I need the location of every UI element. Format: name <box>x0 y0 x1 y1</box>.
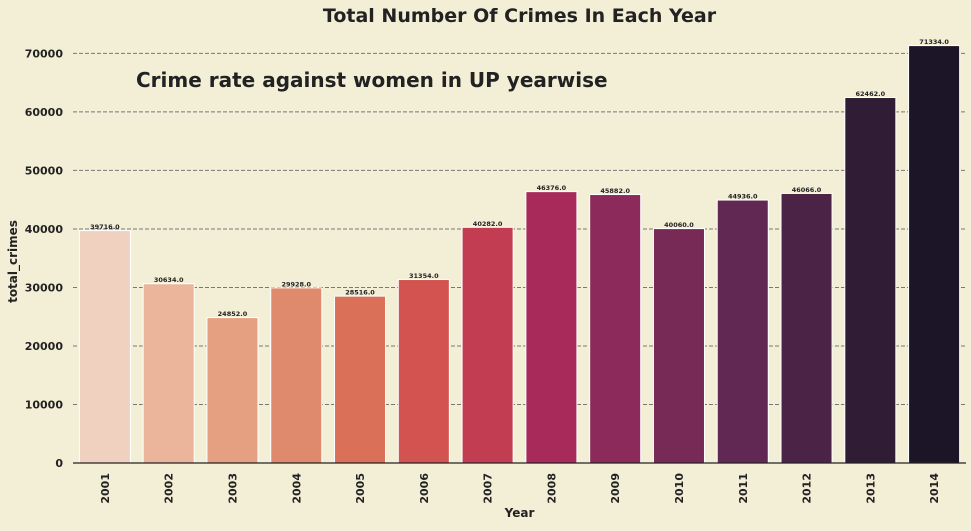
bar-2001 <box>78 230 131 464</box>
x-tick-label-2010: 2010 <box>673 473 686 504</box>
data-label-2005: 28516.0 <box>345 289 375 297</box>
bar-2005 <box>334 295 387 464</box>
data-label-2011: 44936.0 <box>728 193 758 201</box>
x-tick-label-2012: 2012 <box>801 473 814 504</box>
y-tick-label-30000: 30000 <box>25 281 64 294</box>
x-tick-label-2001: 2001 <box>99 473 112 504</box>
x-axis-label: Year <box>504 506 535 520</box>
data-label-2010: 40060.0 <box>664 221 694 229</box>
bar-2014 <box>908 45 961 464</box>
data-label-2006: 31354.0 <box>409 272 439 280</box>
y-tick-label-20000: 20000 <box>25 340 64 353</box>
data-label-2004: 29928.0 <box>281 280 311 288</box>
data-label-2012: 46066.0 <box>792 186 822 194</box>
x-tick-label-2007: 2007 <box>482 473 495 504</box>
bar-2012 <box>780 192 833 464</box>
data-label-2014: 71334.0 <box>919 38 949 46</box>
data-labels: 39716.0 30634.0 24852.0 29928.0 28516.0 31354… <box>90 38 949 318</box>
bars <box>78 45 961 464</box>
bar-2010 <box>652 228 705 464</box>
bar-2009 <box>589 194 642 464</box>
data-label-2008: 46376.0 <box>537 184 567 192</box>
bar-2008 <box>525 191 578 464</box>
chart-title: Total Number Of Crimes In Each Year <box>323 5 717 27</box>
chart-annotation: Crime rate against women in UP yearwise <box>136 68 608 92</box>
data-label-2001: 39716.0 <box>90 223 120 231</box>
x-tick-label-2013: 2013 <box>864 473 877 504</box>
x-tick-label-2008: 2008 <box>545 473 558 504</box>
bar-2013 <box>844 97 897 464</box>
bar-2003 <box>206 317 259 464</box>
data-label-2009: 45882.0 <box>600 187 630 195</box>
y-tick-label-40000: 40000 <box>25 223 64 236</box>
y-tick-label-60000: 60000 <box>25 106 64 119</box>
x-tick-label-2011: 2011 <box>737 473 750 504</box>
x-tick-label-2003: 2003 <box>226 473 239 504</box>
x-tick-label-2009: 2009 <box>609 473 622 504</box>
y-tick-label-10000: 10000 <box>25 398 64 411</box>
bar-2002 <box>142 283 195 464</box>
y-tick-labels: 0 10000 20000 30000 40000 50000 60000 70000 <box>25 47 64 470</box>
y-tick-label-0: 0 <box>55 457 63 470</box>
y-tick-label-70000: 70000 <box>25 47 64 60</box>
x-tick-label-2005: 2005 <box>354 473 367 504</box>
bar-2011 <box>716 199 769 464</box>
data-label-2013: 62462.0 <box>856 90 886 98</box>
data-label-2003: 24852.0 <box>218 310 248 318</box>
x-tick-label-2006: 2006 <box>418 473 431 504</box>
bar-2006 <box>397 279 450 464</box>
data-label-2002: 30634.0 <box>154 276 184 284</box>
x-tick-label-2002: 2002 <box>163 473 176 504</box>
bar-2004 <box>270 287 323 464</box>
x-tick-label-2004: 2004 <box>290 473 303 504</box>
y-tick-label-50000: 50000 <box>25 164 64 177</box>
x-tick-labels: 2001 2002 2003 2004 2005 2006 2007 2008 2009 2010… <box>99 473 941 504</box>
bar-2007 <box>461 226 514 464</box>
y-axis-label: total_crimes <box>6 220 21 303</box>
data-label-2007: 40282.0 <box>473 220 503 228</box>
x-tick-label-2014: 2014 <box>928 473 941 504</box>
